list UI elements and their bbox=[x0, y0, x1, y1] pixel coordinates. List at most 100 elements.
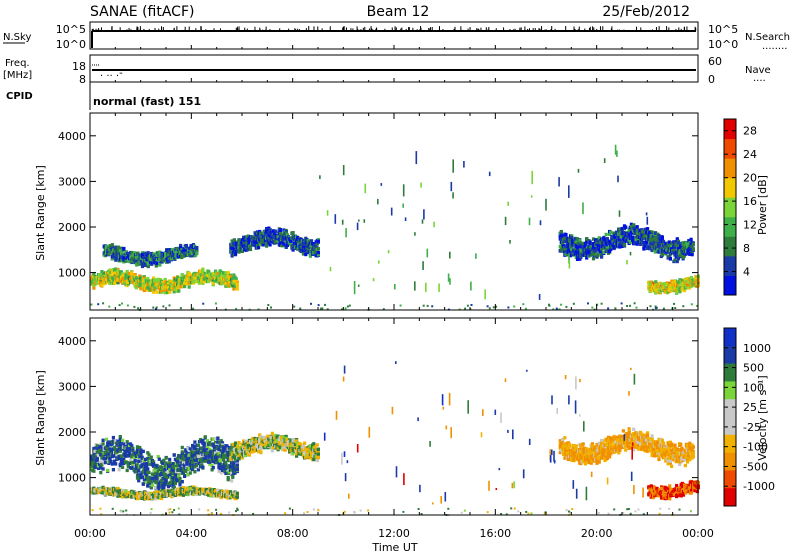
data-cell bbox=[274, 229, 278, 233]
data-streak bbox=[603, 158, 606, 163]
data-streak bbox=[447, 273, 450, 282]
data-cell bbox=[559, 234, 563, 238]
data-cell bbox=[284, 231, 288, 235]
data-cell bbox=[107, 452, 111, 456]
data-cell bbox=[588, 240, 592, 244]
data-cell bbox=[648, 289, 652, 293]
data-cell bbox=[254, 233, 258, 237]
data-cell bbox=[608, 249, 612, 254]
data-cell bbox=[569, 253, 573, 258]
data-cell bbox=[185, 281, 189, 285]
data-cell bbox=[138, 445, 142, 450]
data-cell bbox=[207, 269, 211, 274]
data-cell bbox=[146, 484, 150, 488]
data-speck bbox=[565, 305, 568, 308]
data-speck bbox=[137, 307, 140, 310]
data-cell bbox=[631, 238, 635, 242]
data-cell bbox=[184, 245, 188, 249]
data-speck bbox=[270, 306, 272, 309]
data-streak bbox=[538, 294, 541, 300]
data-cell bbox=[188, 447, 192, 451]
data-streak bbox=[530, 195, 533, 198]
data-streak bbox=[450, 181, 453, 192]
data-cell bbox=[193, 465, 197, 469]
data-cell bbox=[139, 473, 143, 477]
data-cell bbox=[125, 269, 129, 274]
data-cell bbox=[176, 460, 180, 464]
data-cell bbox=[118, 464, 122, 468]
data-streak bbox=[415, 151, 418, 165]
data-cell bbox=[95, 458, 99, 462]
freq-label-2: [MHz] bbox=[3, 70, 32, 81]
data-cell bbox=[138, 274, 142, 278]
data-speck bbox=[654, 307, 657, 310]
data-cell bbox=[657, 233, 661, 238]
nave-label: Nave bbox=[745, 65, 771, 76]
data-speck bbox=[108, 305, 111, 308]
data-cell bbox=[160, 465, 164, 470]
data-streak bbox=[342, 165, 345, 176]
data-cell bbox=[205, 444, 210, 449]
data-cell bbox=[100, 456, 104, 460]
data-speck bbox=[682, 305, 685, 308]
data-cell bbox=[152, 276, 156, 280]
data-cell bbox=[219, 471, 223, 475]
data-cell bbox=[266, 237, 270, 242]
data-cell bbox=[226, 477, 230, 482]
data-cell bbox=[144, 457, 148, 462]
data-cell bbox=[633, 241, 637, 246]
data-cell bbox=[182, 254, 186, 258]
data-cell bbox=[601, 242, 605, 247]
data-cell bbox=[162, 476, 166, 480]
data-cell bbox=[316, 250, 320, 255]
data-streak bbox=[452, 192, 454, 199]
data-cell bbox=[235, 459, 239, 463]
data-cell bbox=[231, 250, 235, 255]
data-cell bbox=[220, 465, 225, 469]
data-cell bbox=[661, 239, 666, 244]
data-cell bbox=[99, 444, 103, 449]
data-cell bbox=[210, 464, 214, 468]
data-speck bbox=[633, 302, 636, 305]
data-cell bbox=[106, 446, 110, 450]
data-cell bbox=[168, 290, 172, 294]
data-cell bbox=[150, 283, 154, 287]
data-cell bbox=[632, 224, 636, 228]
data-cell bbox=[193, 445, 197, 449]
data-cell bbox=[111, 453, 115, 458]
data-cell bbox=[210, 468, 214, 472]
data-streak bbox=[356, 222, 359, 231]
data-cell bbox=[144, 491, 148, 495]
data-cell bbox=[116, 248, 120, 252]
data-cell bbox=[129, 277, 133, 282]
freq-label-1: Freq. bbox=[5, 58, 30, 69]
data-cell bbox=[652, 237, 656, 242]
data-speck bbox=[591, 306, 594, 309]
data-cell bbox=[635, 225, 639, 229]
data-cell bbox=[183, 464, 187, 468]
data-speck bbox=[488, 307, 491, 310]
data-cell bbox=[278, 232, 282, 236]
nsearch-tick-bottom: 10^0 bbox=[708, 38, 738, 51]
data-cell bbox=[177, 252, 182, 257]
data-streak bbox=[353, 281, 356, 295]
data-cell bbox=[234, 277, 238, 281]
data-cell bbox=[110, 442, 114, 446]
data-streak bbox=[329, 266, 332, 272]
data-cell bbox=[676, 241, 681, 245]
data-cell bbox=[565, 253, 569, 257]
data-cell bbox=[147, 279, 151, 283]
freq-scatter-dots: . .. .- bbox=[100, 68, 123, 79]
data-cell bbox=[178, 480, 182, 484]
data-cell bbox=[116, 494, 120, 498]
data-cell bbox=[225, 465, 229, 469]
data-cell bbox=[675, 259, 679, 264]
data-cell bbox=[218, 444, 222, 448]
data-speck bbox=[321, 307, 324, 310]
data-speck bbox=[118, 304, 121, 307]
data-cell bbox=[291, 231, 295, 235]
data-cell bbox=[177, 249, 182, 253]
data-cell bbox=[147, 475, 151, 480]
data-cell bbox=[193, 470, 197, 474]
data-cell bbox=[162, 458, 166, 463]
